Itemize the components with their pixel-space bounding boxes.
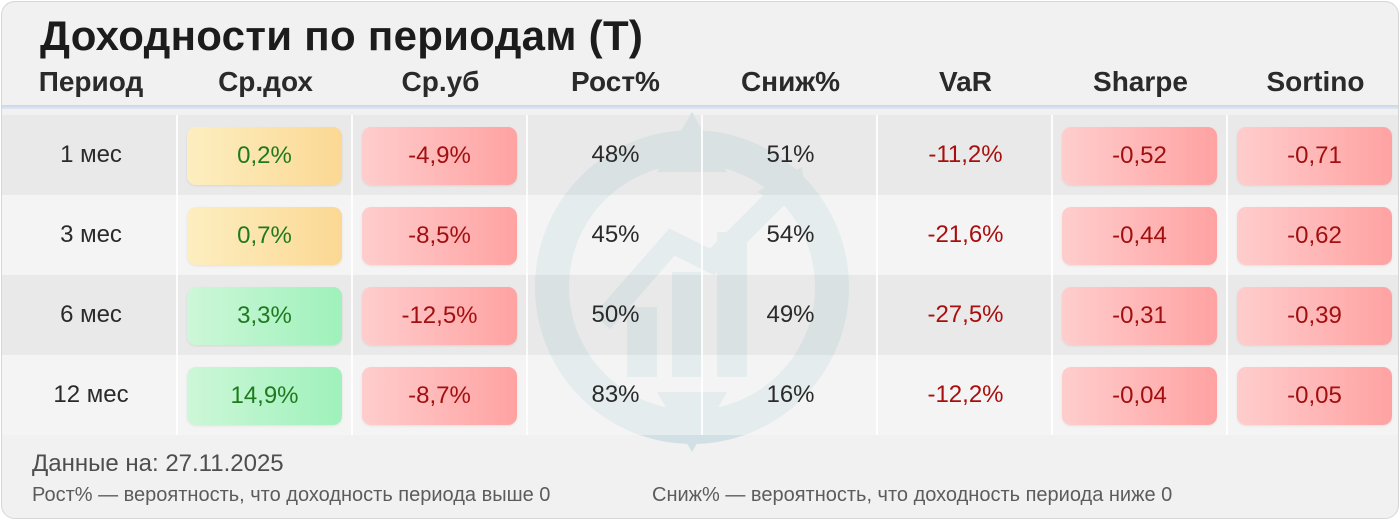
down-prob-cell: 54% xyxy=(766,221,815,248)
sharpe-cell: -0,04 xyxy=(1062,367,1217,425)
period-cell: 12 мес xyxy=(53,381,129,408)
column-header-period: Период xyxy=(38,66,144,97)
sortino-cell: -0,62 xyxy=(1237,207,1392,265)
column-header-up-prob: Рост% xyxy=(571,66,660,97)
sortino-cell: -0,39 xyxy=(1237,287,1392,345)
column-header-var: VaR xyxy=(939,66,992,97)
column-header-avg-loss: Ср.уб xyxy=(401,66,480,97)
up-prob-cell: 83% xyxy=(591,381,640,408)
down-prob-cell: 16% xyxy=(766,381,815,408)
var-cell: -12,2% xyxy=(927,381,1004,408)
period-cell: 1 мес xyxy=(60,141,122,168)
table-header: Период Ср.дох Ср.уб Рост% Сниж% VaR Shar… xyxy=(2,64,1398,100)
up-prob-cell: 45% xyxy=(591,221,640,248)
avg-loss-cell: -4,9% xyxy=(362,127,517,185)
var-cell: -27,5% xyxy=(927,301,1004,328)
avg-gain-cell: 0,7% xyxy=(187,207,342,265)
header-divider xyxy=(2,105,1398,109)
column-header-sharpe: Sharpe xyxy=(1093,66,1188,97)
up-prob-note: Рост% — вероятность, что доходность пери… xyxy=(32,484,551,506)
table-row: 6 мес 3,3% -12,5% 50% 49% -27,5% -0,31 -… xyxy=(2,275,1398,355)
page-title: Доходности по периодам (T) xyxy=(40,12,644,59)
column-header-down-prob: Сниж% xyxy=(740,66,841,97)
var-cell: -11,2% xyxy=(928,141,1003,168)
sharpe-cell: -0,31 xyxy=(1062,287,1217,345)
sortino-cell: -0,71 xyxy=(1237,127,1392,185)
down-prob-cell: 51% xyxy=(766,141,815,168)
data-date-label: Данные на: 27.11.2025 xyxy=(32,450,284,477)
table-row: 12 мес 14,9% -8,7% 83% 16% -12,2% -0,04 … xyxy=(2,355,1398,435)
sharpe-cell: -0,44 xyxy=(1062,207,1217,265)
period-cell: 6 мес xyxy=(60,301,122,328)
var-cell: -21,6% xyxy=(927,221,1004,248)
down-prob-note: Сниж% — вероятность, что доходность пери… xyxy=(652,484,1173,506)
table-row: 3 мес 0,7% -8,5% 45% 54% -21,6% -0,44 -0… xyxy=(2,195,1398,275)
down-prob-cell: 49% xyxy=(766,301,815,328)
avg-gain-cell: 3,3% xyxy=(187,287,342,345)
avg-loss-cell: -8,5% xyxy=(362,207,517,265)
up-prob-cell: 50% xyxy=(591,301,640,328)
table-row: 1 мес 0,2% -4,9% 48% 51% -11,2% -0,52 -0… xyxy=(2,115,1398,195)
period-cell: 3 мес xyxy=(60,221,122,248)
column-header-avg-gain: Ср.дох xyxy=(218,66,313,97)
column-header-sortino: Sortino xyxy=(1266,66,1365,97)
up-prob-cell: 48% xyxy=(591,141,640,168)
avg-loss-cell: -8,7% xyxy=(362,367,517,425)
sortino-cell: -0,05 xyxy=(1237,367,1392,425)
avg-gain-cell: 14,9% xyxy=(187,367,342,425)
sharpe-cell: -0,52 xyxy=(1062,127,1217,185)
avg-gain-cell: 0,2% xyxy=(187,127,342,185)
avg-loss-cell: -12,5% xyxy=(362,287,517,345)
